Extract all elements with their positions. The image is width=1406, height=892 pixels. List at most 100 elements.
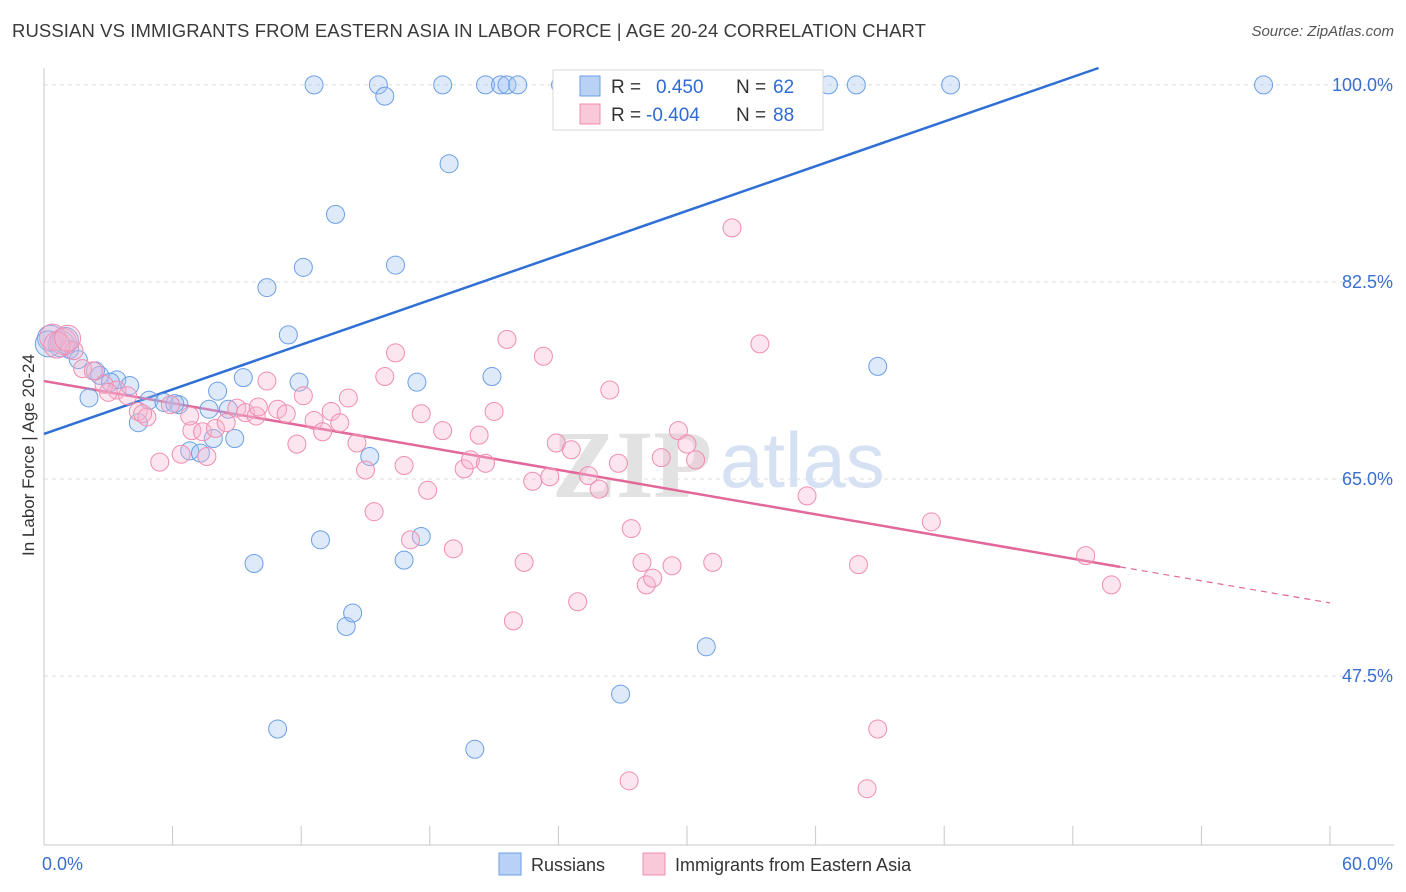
- eastern-asia-point-12: [171, 444, 191, 464]
- russians-point-48: [611, 684, 631, 704]
- eastern-asia-point-19: [235, 403, 255, 423]
- eastern-asia-point-25: [293, 386, 313, 406]
- eastern-asia-point-11: [160, 395, 180, 415]
- eastern-asia-point-39: [418, 480, 438, 500]
- russians-point-20: [244, 553, 264, 573]
- eastern-asia-point-10: [150, 452, 170, 472]
- axes: [43, 68, 1394, 846]
- russians-point-55: [941, 75, 961, 95]
- eastern-asia-point-37: [401, 530, 421, 550]
- eastern-asia-point-4: [83, 361, 103, 381]
- chart-source: Source: ZipAtlas.com: [1251, 23, 1394, 40]
- eastern-asia-point-7: [118, 386, 138, 406]
- eastern-asia-point-16: [205, 418, 225, 438]
- eastern-asia-trend-extension: [1119, 566, 1331, 604]
- eastern-asia-point-54: [561, 440, 581, 460]
- russians-point-37: [411, 526, 431, 546]
- eastern-asia-point-77: [1101, 575, 1121, 595]
- legend-n-label-russians: N =: [736, 77, 766, 98]
- russians-point-42: [482, 367, 502, 387]
- russians-point-23: [278, 325, 298, 345]
- eastern-asia-point-30: [338, 388, 358, 408]
- russians-point-45: [508, 75, 528, 95]
- bottom-legend-swatch-eastern-asia: [642, 852, 666, 876]
- y-tick-label-3: 100.0%: [1332, 75, 1393, 95]
- bottom-legend-label-eastern-asia: Immigrants from Eastern Asia: [675, 855, 912, 875]
- legend-r-value-eastern-asia: -0.404: [646, 105, 700, 126]
- eastern-asia-point-67: [677, 434, 697, 454]
- chart-title: RUSSIAN VS IMMIGRANTS FROM EASTERN ASIA …: [12, 20, 927, 41]
- x-tick-labels: 0.0% 60.0%: [42, 854, 1393, 874]
- russians-point-4: [79, 388, 99, 408]
- russians-point-19: [233, 368, 253, 388]
- eastern-asia-point-21: [257, 371, 277, 391]
- eastern-asia-point-50: [523, 471, 543, 491]
- russians-point-43: [491, 75, 511, 95]
- correlation-legend: R = 0.450 N = 62 R = -0.404 N = 88: [552, 69, 824, 131]
- eastern-asia-point-24: [287, 434, 307, 454]
- x-tick-label-1: 60.0%: [1342, 854, 1393, 874]
- y-tick-label-2: 82.5%: [1342, 272, 1393, 292]
- eastern-asia-point-56: [578, 466, 598, 486]
- series-legend: Russians Immigrants from Eastern Asia: [498, 852, 912, 876]
- eastern-asia-point-23: [276, 404, 296, 424]
- eastern-asia-point-65: [662, 556, 682, 576]
- eastern-asia-point-85: [133, 404, 153, 424]
- eastern-asia-point-41: [443, 539, 463, 559]
- eastern-asia-point-40: [433, 421, 453, 441]
- eastern-asia-point-58: [600, 380, 620, 400]
- y-tick-labels: 47.5% 65.0% 82.5% 100.0%: [1332, 75, 1393, 686]
- russians-point-14: [199, 399, 219, 419]
- russians-point-33: [375, 86, 395, 106]
- eastern-asia-point-46: [484, 401, 504, 421]
- eastern-asia-point-61: [632, 552, 652, 572]
- legend-r-label-russians: R =: [611, 77, 641, 98]
- eastern-asia-point-45: [476, 453, 496, 473]
- eastern-asia-point-83: [54, 324, 82, 352]
- russians-point-3: [68, 350, 88, 370]
- russians-point-50: [696, 637, 716, 657]
- legend-swatch-russians: [579, 75, 601, 97]
- eastern-asia-point-76: [1076, 546, 1096, 566]
- eastern-asia-point-73: [848, 555, 868, 575]
- eastern-asia-point-31: [347, 433, 367, 453]
- bottom-legend-swatch-russians: [498, 852, 522, 876]
- eastern-asia-point-60: [621, 519, 641, 539]
- eastern-asia-point-13: [182, 421, 202, 441]
- russians-point-16: [208, 381, 228, 401]
- eastern-asia-point-44: [469, 425, 489, 445]
- trend-lines: [43, 66, 1331, 604]
- eastern-asia-point-75: [921, 512, 941, 532]
- legend-r-value-russians: 0.450: [656, 77, 704, 98]
- eastern-asia-point-15: [197, 447, 217, 466]
- russians-point-25: [293, 257, 313, 277]
- russians-point-41: [476, 75, 496, 95]
- eastern-asia-point-32: [356, 460, 375, 480]
- eastern-asia-point-86: [180, 406, 200, 426]
- x-tick-label-0: 0.0%: [42, 854, 83, 874]
- eastern-asia-trend-line: [43, 379, 1121, 569]
- russians-point-44: [497, 75, 517, 95]
- y-tick-label-1: 65.0%: [1342, 469, 1393, 489]
- eastern-asia-point-55: [568, 592, 588, 612]
- russians-point-28: [325, 204, 345, 224]
- eastern-asia-point-48: [503, 611, 523, 631]
- eastern-asia-point-68: [686, 450, 706, 470]
- eastern-asia-point-47: [497, 329, 517, 349]
- eastern-asia-point-51: [533, 346, 553, 366]
- eastern-asia-point-27: [313, 422, 333, 442]
- russians-point-38: [433, 75, 453, 95]
- eastern-asia-point-84: [98, 382, 118, 402]
- eastern-asia-point-18: [227, 398, 247, 418]
- russians-point-53: [846, 75, 866, 95]
- eastern-asia-point-35: [386, 343, 406, 363]
- eastern-asia-point-79: [857, 779, 877, 799]
- legend-n-value-russians: 62: [773, 77, 794, 98]
- russians-trend-line: [43, 66, 1099, 436]
- eastern-asia-point-0: [39, 323, 67, 351]
- eastern-asia-point-22: [268, 399, 288, 419]
- eastern-asia-point-72: [797, 486, 817, 506]
- russians-point-36: [407, 372, 427, 392]
- eastern-asia-point-78: [619, 771, 639, 791]
- russians-point-35: [394, 550, 414, 570]
